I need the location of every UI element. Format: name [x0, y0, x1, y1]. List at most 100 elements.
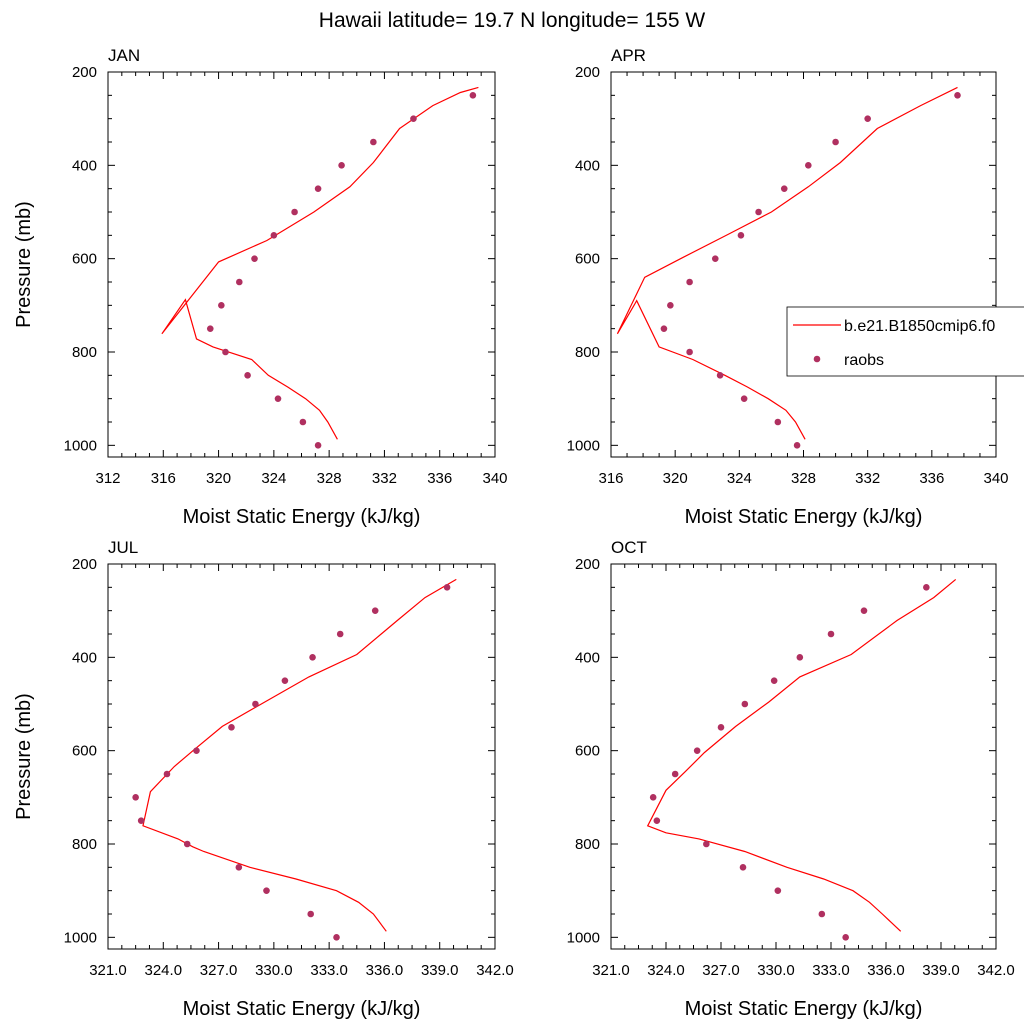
y-axis-title: Pressure (mb)	[13, 693, 35, 820]
x-axis-title: Moist Static Energy (kJ/kg)	[685, 998, 923, 1020]
obs-point	[818, 910, 826, 918]
model-series-line	[646, 578, 957, 932]
x-tick-label: 324.0	[145, 962, 183, 979]
obs-point	[755, 208, 762, 216]
obs-point	[686, 348, 693, 356]
obs-point	[291, 208, 298, 216]
obs-point	[796, 654, 804, 661]
y-tick-label: 200	[575, 64, 600, 81]
y-tick-label: 200	[575, 556, 600, 573]
x-tick-label: 324	[727, 470, 752, 487]
x-axis-title: Moist Static Energy (kJ/kg)	[183, 998, 421, 1020]
obs-point	[183, 840, 191, 848]
obs-point	[774, 887, 782, 894]
obs-point	[370, 138, 377, 146]
obs-point	[163, 770, 171, 778]
obs-point	[716, 372, 724, 379]
obs-point	[737, 232, 745, 239]
obs-point	[703, 840, 710, 848]
y-tick-label: 400	[575, 649, 600, 666]
obs-point	[281, 677, 289, 684]
y-tick-label: 1000	[64, 437, 97, 454]
obs-point	[251, 255, 258, 262]
plot-frame	[610, 563, 997, 950]
panel-label: OCT	[611, 538, 647, 557]
obs-point	[717, 724, 725, 731]
y-tick-label: 600	[72, 743, 97, 760]
obs-point	[842, 934, 849, 941]
x-tick-label: 316	[151, 470, 176, 487]
panel-label: JUL	[108, 538, 138, 557]
obs-point	[314, 185, 322, 192]
x-tick-label: 342.0	[476, 962, 514, 979]
obs-point	[770, 677, 778, 684]
obs-point	[299, 418, 307, 426]
x-tick-label: 332	[372, 470, 397, 487]
obs-point	[780, 185, 788, 192]
figure-title: Hawaii latitude= 19.7 N longitude= 155 W	[319, 9, 706, 32]
y-tick-label: 200	[72, 64, 97, 81]
x-tick-label: 328	[791, 470, 816, 487]
legend-obs-marker	[813, 355, 821, 363]
model-series-line	[161, 86, 479, 440]
x-axis-title: Moist Static Energy (kJ/kg)	[685, 506, 923, 528]
y-axis-title: Pressure (mb)	[13, 201, 35, 328]
x-tick-label: 336	[919, 470, 944, 487]
obs-point	[309, 654, 316, 661]
obs-point	[193, 747, 200, 754]
legend: b.e21.B1850cmip6.f0 raobs	[786, 306, 1024, 377]
obs-point	[923, 584, 930, 591]
x-tick-label: 321.0	[592, 962, 630, 979]
obs-point	[244, 372, 251, 379]
obs-point	[864, 115, 871, 122]
obs-point	[860, 607, 868, 614]
x-tick-label: 321.0	[89, 962, 127, 979]
obs-point	[711, 255, 719, 262]
obs-point	[338, 162, 345, 169]
x-tick-label: 316	[598, 470, 623, 487]
plot-frame	[107, 71, 496, 458]
obs-point	[660, 325, 668, 332]
obs-point	[774, 418, 782, 426]
obs-point	[832, 138, 839, 146]
x-tick-label: 333.0	[310, 962, 348, 979]
obs-point	[667, 302, 674, 309]
obs-point	[228, 724, 235, 731]
y-tick-label: 600	[575, 251, 600, 268]
obs-point	[137, 817, 145, 824]
obs-point	[793, 442, 801, 449]
obs-point	[336, 630, 344, 638]
x-tick-label: 340	[983, 470, 1008, 487]
x-tick-label: 328	[317, 470, 342, 487]
y-tick-label: 200	[72, 556, 97, 573]
x-tick-label: 327.0	[702, 962, 740, 979]
obs-point	[410, 115, 417, 122]
x-tick-label: 324.0	[647, 962, 685, 979]
y-tick-label: 400	[575, 157, 600, 174]
x-tick-label: 340	[482, 470, 507, 487]
y-tick-label: 600	[72, 251, 97, 268]
panel-label: APR	[611, 46, 646, 65]
x-tick-label: 332	[855, 470, 880, 487]
y-tick-label: 400	[72, 157, 97, 174]
legend-obs-label: raobs	[844, 352, 884, 369]
obs-point	[649, 794, 657, 801]
obs-point	[693, 747, 701, 754]
x-tick-label: 333.0	[812, 962, 850, 979]
obs-point	[371, 607, 379, 614]
obs-point	[469, 92, 477, 99]
obs-point	[653, 817, 661, 824]
obs-point	[263, 887, 270, 894]
obs-point	[333, 934, 340, 941]
x-tick-label: 330.0	[757, 962, 795, 979]
y-tick-label: 400	[72, 649, 97, 666]
legend-box	[786, 306, 1024, 377]
y-tick-label: 600	[575, 743, 600, 760]
obs-point	[235, 864, 243, 871]
x-tick-label: 330.0	[255, 962, 293, 979]
model-series-line	[142, 578, 457, 932]
y-tick-label: 1000	[64, 929, 97, 946]
y-tick-label: 800	[72, 836, 97, 853]
obs-point	[443, 584, 451, 591]
